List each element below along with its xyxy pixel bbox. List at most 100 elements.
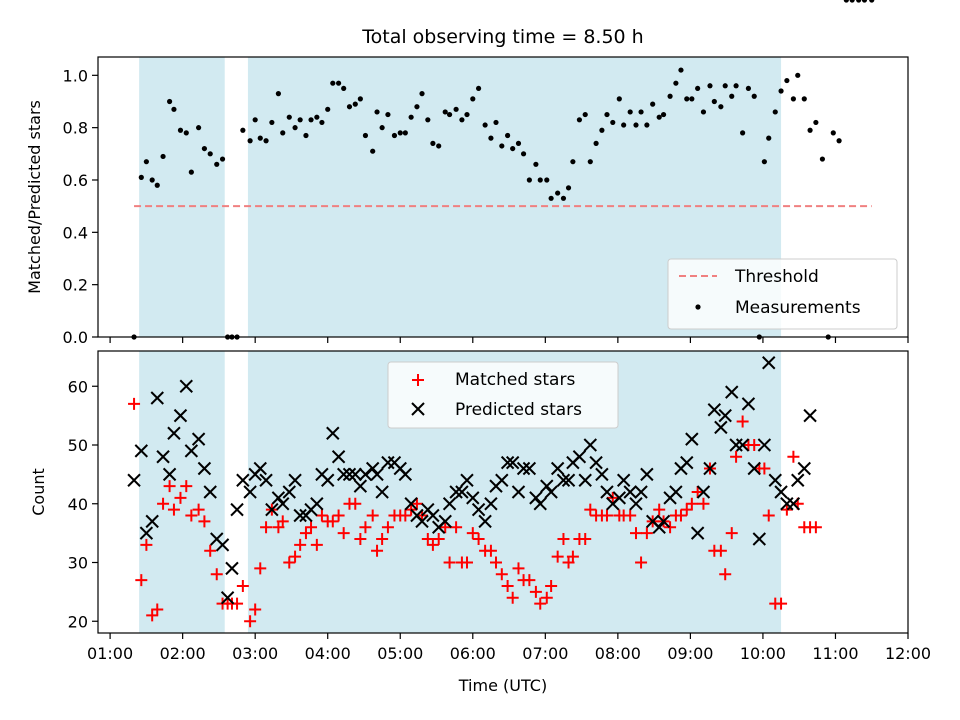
measurement-point [843,0,849,3]
predicted-star-point [561,473,576,487]
measurement-point [269,119,275,126]
predicted-star-point [634,485,648,499]
matched-star-point [495,568,508,581]
matched-star-point [185,509,198,522]
matched-star-point [629,527,642,540]
matched-star-point [180,480,193,493]
predicted-star-point [680,455,694,470]
matched-star-point [762,509,775,522]
predicted-star-point [253,461,267,476]
bottom-x-axis: 01:00 02:00 03:00 04:00 05:00 06:00 07:00 08:00… [87,633,931,663]
matched-star-point [283,556,296,569]
measurement-point [138,174,144,180]
x-tick-label: 04:00 [305,644,351,663]
measurement-point [678,67,684,73]
measurement-point [673,80,679,86]
predicted-star-point [191,432,206,446]
matched-star-point [787,450,800,463]
y-tick-label: 0.8 [63,119,88,138]
bottom-legend-box [387,361,619,429]
matched-star-point [680,503,693,516]
matched-star-point [332,509,345,522]
measurement-point [436,143,442,149]
matched-star-point [664,521,677,534]
measurement-point [442,109,448,115]
predicted-star-point [310,497,324,511]
predicted-star-point [293,508,307,523]
predicted-star-point [426,508,440,523]
predicted-star-point [495,473,509,487]
top-y-axis-label: Matched/Predicted stars [25,100,44,294]
bottom-panel: 20 30 40 50 60 01:00 02:00 03:00 04:00 05:00 06:0… [29,350,931,695]
predicted-star-point [203,485,217,499]
measurement-point [599,127,605,133]
measurement-point [555,190,561,196]
matched-star-point [163,480,176,493]
measurement-point [188,169,194,175]
legend-measurements-label: Measurements [735,298,861,318]
matched-star-point [685,497,698,510]
measurement-point [761,159,767,165]
predicted-star-point [533,497,547,511]
predicted-star-point [707,403,722,417]
measurement-point [861,0,868,3]
measurement-point [784,77,790,84]
legend-matched-label: Matched stars [455,370,575,390]
y-tick-label: 60 [68,377,88,396]
matched-star-point [466,527,479,540]
measurement-point [526,177,532,183]
x-tick-label: 03:00 [232,644,278,663]
measurement-point [475,85,482,92]
matched-star-point [736,415,749,428]
predicted-star-point [616,473,631,487]
measurement-point [263,138,269,144]
predicted-star-point [768,473,782,487]
measurement-point [830,130,836,136]
measurement-point [778,88,784,94]
matched-star-point [249,603,262,616]
matched-star-point [540,591,553,604]
measurement-point [729,93,735,99]
measurement-point [160,153,166,160]
predicted-star-point [652,520,666,534]
predicted-star-point [589,455,603,470]
measurement-point [722,83,728,89]
matched-star-point [719,568,732,581]
matched-star-point [371,544,384,557]
measurement-point [196,125,202,131]
measurement-point [280,130,286,136]
x-tick-label: 12:00 [885,644,931,663]
predicted-star-point [540,479,554,493]
measurement-point [183,130,189,136]
matched-star-point [640,527,653,540]
matched-star-point [146,609,159,622]
measurement-point [616,96,622,102]
matched-star-point [501,580,514,592]
measurement-point [644,122,650,128]
measurement-point [638,109,644,115]
predicted-star-point [550,461,565,476]
matched-star-point [490,556,503,569]
measurement-point [593,140,599,146]
predicted-star-point [572,450,587,464]
matched-star-point [349,497,362,510]
y-tick-label: 0.6 [63,171,88,190]
predicted-star-point [449,485,463,499]
measurement-point [807,127,813,133]
y-tick-label: 20 [68,612,88,631]
matched-star-point [748,439,761,451]
measurement-point [548,195,554,201]
predicted-star-point [326,426,340,440]
matched-star-point [697,497,710,510]
predicted-star-point [685,432,699,446]
matched-star-point [472,533,485,545]
measurement-point [303,132,309,139]
predicted-star-point [271,491,286,505]
matched-star-point [730,450,743,463]
matched-star-point [210,568,223,581]
predicted-star-point [348,467,362,482]
predicted-star-point [184,444,199,458]
legend-predicted-swatch [411,402,425,416]
measurement-point [149,177,155,183]
measurement-point [604,111,610,118]
